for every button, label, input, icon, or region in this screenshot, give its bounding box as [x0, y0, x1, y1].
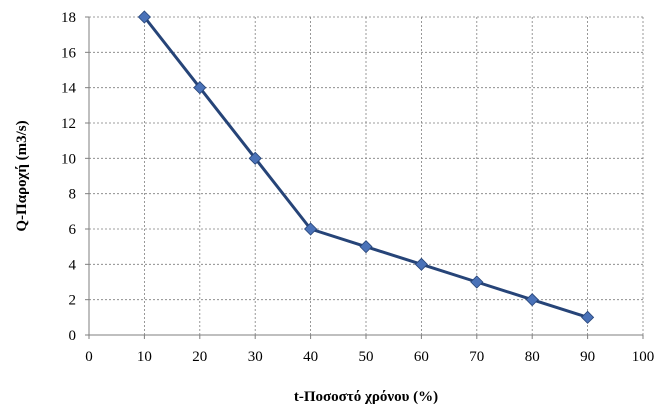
x-tick-label: 0 — [85, 349, 93, 365]
data-point-marker — [415, 258, 427, 270]
y-tick-label: 2 — [69, 293, 77, 309]
y-tick-labels: 0 2 4 6 8 10 12 14 16 18 — [61, 10, 77, 344]
x-axis-title: t-Ποσοστό χρόνου (%) — [294, 389, 438, 405]
x-tick-label: 70 — [469, 349, 484, 365]
data-point-marker — [360, 241, 372, 253]
x-tick-label: 10 — [137, 349, 152, 365]
data-point-marker — [582, 311, 594, 323]
x-tick-label: 80 — [525, 349, 540, 365]
y-tick-label: 8 — [69, 187, 77, 203]
x-tick-labels: 0 10 20 30 40 50 60 70 80 90 100 — [85, 349, 654, 365]
y-tick-label: 16 — [61, 45, 77, 61]
data-point-marker — [471, 276, 483, 288]
x-tick-label: 50 — [359, 349, 374, 365]
grid — [89, 17, 643, 335]
x-tick-label: 60 — [414, 349, 429, 365]
x-tick-label: 40 — [303, 349, 318, 365]
y-tick-label: 4 — [69, 257, 77, 273]
y-tick-label: 18 — [61, 10, 76, 26]
y-tick-label: 0 — [69, 328, 77, 344]
y-axis-title: Q-Παροχή (m3/s) — [14, 120, 30, 231]
data-point-marker — [526, 294, 538, 306]
y-tick-label: 12 — [61, 116, 76, 132]
x-tick-label: 90 — [580, 349, 595, 365]
x-tick-label: 100 — [632, 349, 655, 365]
y-tick-label: 6 — [69, 222, 77, 238]
y-tick-label: 10 — [61, 151, 76, 167]
axes — [85, 17, 643, 339]
x-tick-label: 30 — [248, 349, 263, 365]
y-tick-label: 14 — [61, 81, 77, 97]
x-tick-label: 20 — [192, 349, 207, 365]
